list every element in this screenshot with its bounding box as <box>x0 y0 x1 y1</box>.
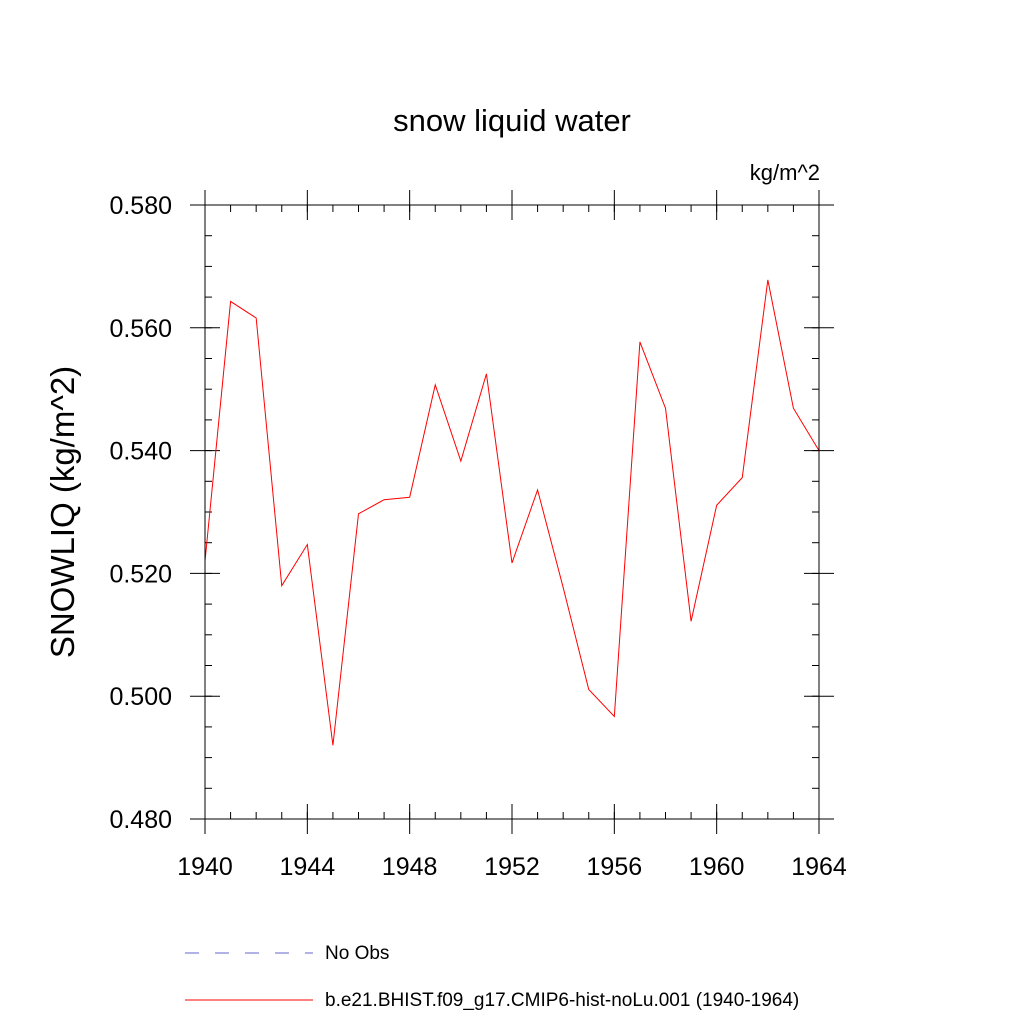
x-tick-label: 1948 <box>382 853 438 881</box>
plot-frame <box>204 204 820 820</box>
legend: No Obs b.e21.BHIST.f09_g17.CMIP6-hist-no… <box>185 943 799 1011</box>
x-tick-label: 1944 <box>280 853 336 881</box>
y-tick-label: 0.480 <box>109 806 172 834</box>
units-label: kg/m^2 <box>750 160 820 185</box>
legend-label-model-run: b.e21.BHIST.f09_g17.CMIP6-hist-noLu.001 … <box>325 990 799 1011</box>
y-tick-label: 0.520 <box>109 560 172 588</box>
x-tick-label: 1940 <box>177 853 233 881</box>
y-tick-label: 0.500 <box>109 683 172 711</box>
x-tick-label: 1952 <box>484 853 540 881</box>
x-tick-label: 1956 <box>587 853 643 881</box>
series-layer <box>204 279 820 746</box>
y-tick-label: 0.540 <box>109 438 172 466</box>
y-tick-labels: 0.580 0.560 0.540 0.520 0.500 0.480 <box>109 192 172 834</box>
series-line <box>204 279 820 746</box>
chart-title: snow liquid water <box>393 103 631 138</box>
y-axis-label: SNOWLIQ (kg/m^2) <box>44 366 81 658</box>
major-ticks <box>190 190 834 834</box>
x-tick-labels: 1940 1944 1948 1952 1956 1960 1964 <box>177 853 847 881</box>
y-tick-label: 0.580 <box>109 192 172 220</box>
y-tick-label: 0.560 <box>109 315 172 343</box>
x-tick-label: 1964 <box>791 853 847 881</box>
x-tick-label: 1960 <box>689 853 745 881</box>
minor-ticks <box>204 204 820 820</box>
legend-label-no-obs: No Obs <box>325 943 389 964</box>
